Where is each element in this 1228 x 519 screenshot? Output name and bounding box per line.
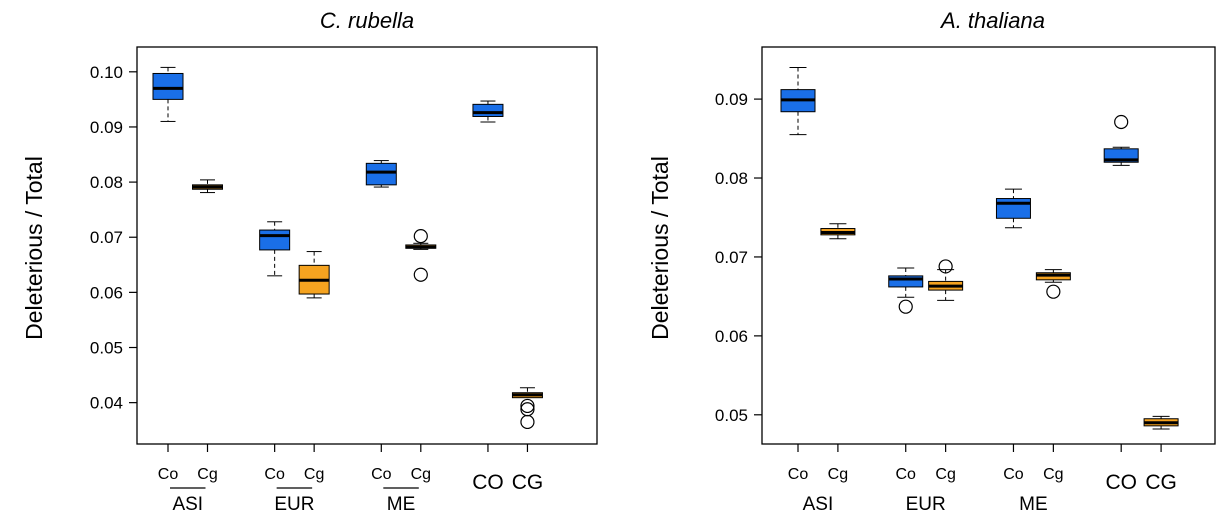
x-tick-label: Cg <box>935 466 955 483</box>
y-tick-label: 0.08 <box>90 173 123 192</box>
plot-area: 0.05 0.06 0.07 0.08 0.09 Co Cg Co Cg Co Cg CO CG ASI E… <box>715 67 1179 515</box>
x-tick-label: Cg <box>1043 466 1063 483</box>
x-tick-label: Co <box>158 466 179 483</box>
x-tick-label: Cg <box>828 466 848 483</box>
x-tick-label: CG <box>512 471 544 494</box>
outlier-point <box>520 402 535 417</box>
outlier-point <box>1114 114 1129 130</box>
plot-frame <box>136 46 598 445</box>
x-tick-label: Co <box>264 466 285 483</box>
box <box>259 229 291 251</box>
panel-c-rubella: C. rubella Deleterious / Total 0.040.050… <box>21 8 598 515</box>
y-tick-label: 0.09 <box>90 118 123 137</box>
y-axis-label: Deleterious / Total <box>21 156 47 340</box>
box <box>995 198 1031 219</box>
plot-area: 0.04 0.05 0.06 0.07 0.08 0.09 0.10 Co Cg Co Cg Co Cg… <box>90 63 543 515</box>
panel-title: C. rubella <box>320 8 414 33</box>
outlier-point <box>413 267 428 282</box>
y-tick-label: 0.07 <box>715 248 748 267</box>
outlier-point <box>520 414 535 430</box>
outlier-point <box>938 259 953 274</box>
box <box>365 162 397 186</box>
x-tick-label: CG <box>1145 471 1177 494</box>
group-label: ME <box>1019 494 1048 515</box>
y-tick-label: 0.05 <box>90 339 123 358</box>
x-tick-label: Co <box>1003 466 1024 483</box>
group-label: ASI <box>803 494 834 515</box>
outlier-point <box>413 229 428 244</box>
box <box>152 72 184 100</box>
y-tick-label: 0.06 <box>715 327 748 346</box>
x-tick-label: CO <box>472 471 504 494</box>
box <box>888 275 924 288</box>
y-tick-label: 0.07 <box>90 228 123 247</box>
group-label: ASI <box>172 494 203 515</box>
y-tick-label: 0.10 <box>90 63 123 82</box>
outlier-point <box>520 398 535 414</box>
y-tick-label: 0.05 <box>715 406 748 425</box>
outlier-point <box>1046 284 1061 299</box>
x-tick-label: Co <box>788 466 809 483</box>
panel-a-thaliana: A. thaliana Deleterious / Total 0.05 0.06… <box>647 8 1216 515</box>
y-tick-label: 0.09 <box>715 90 748 109</box>
plot-frame <box>761 46 1216 445</box>
box <box>472 103 504 117</box>
group-label: EUR <box>274 494 314 515</box>
group-label: EUR <box>906 494 946 515</box>
panel-title: A. thaliana <box>939 8 1045 33</box>
x-tick-label: Co <box>371 466 392 483</box>
group-label: ME <box>387 494 416 515</box>
x-tick-label: CO <box>1105 471 1137 494</box>
y-tick-label: 0.04 <box>90 394 123 413</box>
y-axis-label: Deleterious / Total <box>647 156 673 340</box>
outlier-point <box>898 299 913 314</box>
x-tick-label: Cg <box>304 466 324 483</box>
x-tick-label: Cg <box>411 466 431 483</box>
y-tick-label: 0.08 <box>715 169 748 188</box>
y-tick-label: 0.06 <box>90 283 123 302</box>
x-tick-label: Cg <box>197 466 217 483</box>
x-tick-label: Co <box>896 466 917 483</box>
